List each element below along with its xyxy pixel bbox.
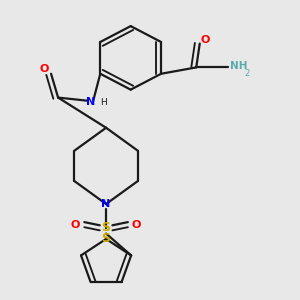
- Text: N: N: [86, 97, 95, 107]
- Text: N: N: [101, 199, 111, 209]
- Text: O: O: [132, 220, 141, 230]
- Text: O: O: [200, 35, 210, 45]
- Text: S: S: [102, 232, 111, 245]
- Text: O: O: [71, 220, 80, 230]
- Text: NH: NH: [230, 61, 247, 71]
- Text: S: S: [102, 221, 111, 234]
- Text: 2: 2: [245, 69, 250, 78]
- Text: H: H: [100, 98, 106, 107]
- Text: O: O: [39, 64, 49, 74]
